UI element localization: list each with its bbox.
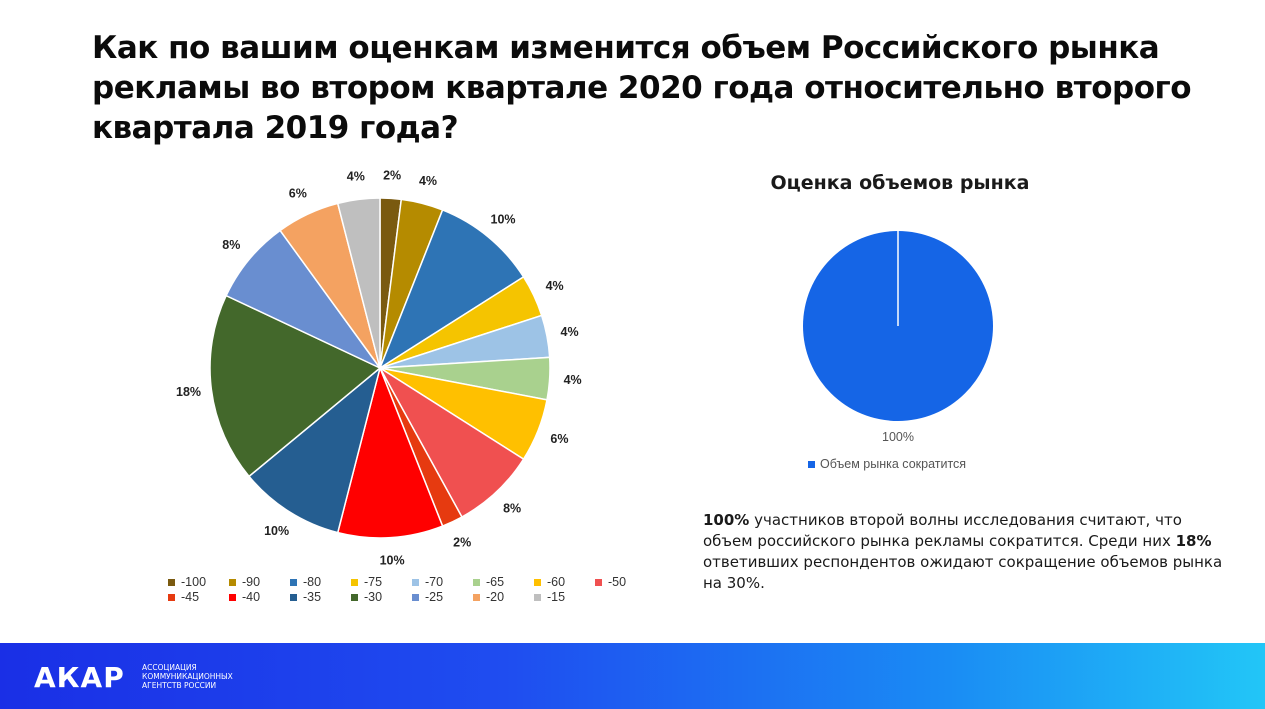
pie-slice <box>247 365 382 534</box>
pie-slice <box>209 294 382 478</box>
legend-swatch <box>534 593 541 601</box>
legend-swatch <box>595 578 602 586</box>
chart-title-market-volume: Оценка объемов рынка <box>770 172 1030 194</box>
legend-item: -45 <box>168 590 229 604</box>
pie-data-label: 10% <box>264 524 289 538</box>
legend-swatch <box>473 578 480 586</box>
legend-item: -100 <box>168 575 229 589</box>
note-bold-1: 100% <box>703 511 750 529</box>
pie-slice <box>336 365 444 539</box>
note-bold-2: 18% <box>1175 532 1212 550</box>
legend-item: -35 <box>290 590 351 604</box>
legend-label: -65 <box>486 575 505 589</box>
legend-swatch <box>808 460 815 468</box>
logo-subtitle-line: агентств России <box>142 681 217 690</box>
legend-item: -50 <box>595 575 656 589</box>
pie-data-label: 4% <box>564 373 582 387</box>
pie-data-label: 4% <box>546 279 564 293</box>
legend-label: -40 <box>242 590 261 604</box>
legend-swatch <box>473 593 480 601</box>
pie-data-label: 10% <box>491 212 516 226</box>
pie-data-label: 2% <box>383 168 401 182</box>
pie-data-label: 6% <box>550 432 568 446</box>
logo-subtitle-line: Ассоциация <box>142 663 197 672</box>
legend-swatch <box>534 578 541 586</box>
legend-item: -90 <box>229 575 290 589</box>
pie-data-label: 4% <box>561 325 579 339</box>
legend-item: -25 <box>412 590 473 604</box>
page-title: Как по вашим оценкам изменится объем Рос… <box>92 30 1192 146</box>
pie-data-label: 8% <box>503 502 521 516</box>
pie-data-label: 18% <box>176 385 201 399</box>
legend-item: -65 <box>473 575 534 589</box>
pie-data-label: 4% <box>419 174 437 188</box>
legend-item: -75 <box>351 575 412 589</box>
data-label-100: 100% <box>882 430 914 444</box>
legend-swatch <box>412 593 419 601</box>
legend-market-change: -100 -90 -80 -75 -70 -65 -60 -50 -45 -40 -35 -30 -25… <box>168 575 668 604</box>
legend-swatch <box>351 578 358 586</box>
footer-banner: АКАР Ассоциация коммуникационных агентст… <box>0 643 1265 709</box>
legend-swatch <box>290 578 297 586</box>
legend-label: -35 <box>303 590 322 604</box>
legend-swatch <box>229 593 236 601</box>
pie-data-label: 4% <box>347 170 365 184</box>
legend-label: -25 <box>425 590 444 604</box>
legend-label: -80 <box>303 575 322 589</box>
logo-subtitle: Ассоциация коммуникационных агентств Рос… <box>142 663 302 690</box>
legend-label: -75 <box>364 575 383 589</box>
legend-item: -70 <box>412 575 473 589</box>
akar-logo: АКАР <box>34 661 125 694</box>
legend-swatch <box>229 578 236 586</box>
legend-swatch <box>290 593 297 601</box>
pie-data-label: 2% <box>453 536 471 550</box>
pie-data-label: 10% <box>380 554 405 568</box>
legend-swatch <box>412 578 419 586</box>
legend-item: -15 <box>534 590 595 604</box>
legend-swatch <box>168 593 175 601</box>
legend-item: -80 <box>290 575 351 589</box>
legend-label: -60 <box>547 575 566 589</box>
summary-note: 100% участников второй волны исследовани… <box>703 510 1223 594</box>
legend-item: -30 <box>351 590 412 604</box>
legend-label: -70 <box>425 575 444 589</box>
legend-label: -100 <box>181 575 207 589</box>
note-text-2: ответивших респондентов ожидают сокращен… <box>703 553 1223 592</box>
pie-slice <box>336 197 381 369</box>
logo-subtitle-line: коммуникационных <box>142 672 233 681</box>
legend-swatch <box>351 593 358 601</box>
pie-slice <box>378 208 525 370</box>
legend-label: -20 <box>486 590 505 604</box>
legend-label: -45 <box>181 590 200 604</box>
legend-market-volume: Объем рынка сократится <box>808 457 966 471</box>
legend-label: -90 <box>242 575 261 589</box>
legend-label: Объем рынка сократится <box>820 457 967 471</box>
legend-label: -30 <box>364 590 383 604</box>
legend-swatch <box>168 578 175 586</box>
legend-label: -50 <box>608 575 627 589</box>
legend-label: -15 <box>547 590 566 604</box>
note-text-1: участников второй волны исследования счи… <box>703 511 1182 550</box>
pie-data-label: 8% <box>222 238 240 252</box>
legend-item: -60 <box>534 575 595 589</box>
legend-item: -40 <box>229 590 290 604</box>
legend-item: -20 <box>473 590 534 604</box>
pie-data-label: 6% <box>289 186 307 200</box>
